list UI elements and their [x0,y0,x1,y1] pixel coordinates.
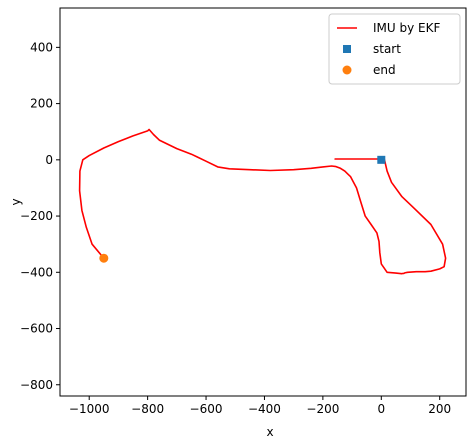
y-tick-label: −200 [20,209,53,223]
y-tick-label: −600 [20,322,53,336]
axes-frame [59,7,467,397]
y-tick-label: 200 [30,97,53,111]
legend-box [328,13,461,85]
y-tick-label: −800 [20,378,53,392]
x-tick-label: −600 [190,402,223,416]
legend-label: start [373,42,401,56]
y-tick-label: 400 [30,40,53,54]
legend-label: end [373,63,396,77]
x-tick-label: 200 [428,402,451,416]
end-marker [99,253,109,263]
legend-label: IMU by EKF [373,21,440,35]
series-line-0 [78,128,447,275]
y-tick-label: 0 [45,153,53,167]
legend-swatch-circle [342,65,352,75]
y-axis-label: y [9,198,23,205]
legend-swatch-square [343,45,351,53]
x-axis-label: x [266,425,273,439]
x-tick-label: −1000 [69,402,110,416]
legend: IMU by EKF start end [328,13,461,85]
x-tick-label: −400 [248,402,281,416]
x-tick-label: −800 [131,402,164,416]
x-axis-ticks: −1000 −800 −600 −400 −200 0 200 [69,396,451,416]
y-axis-ticks: −800 −600 −400 −200 0 200 400 [20,40,60,392]
x-tick-label: 0 [377,402,385,416]
y-tick-label: −400 [20,265,53,279]
x-tick-label: −200 [306,402,339,416]
plot-area [59,7,467,397]
start-marker [377,155,386,164]
